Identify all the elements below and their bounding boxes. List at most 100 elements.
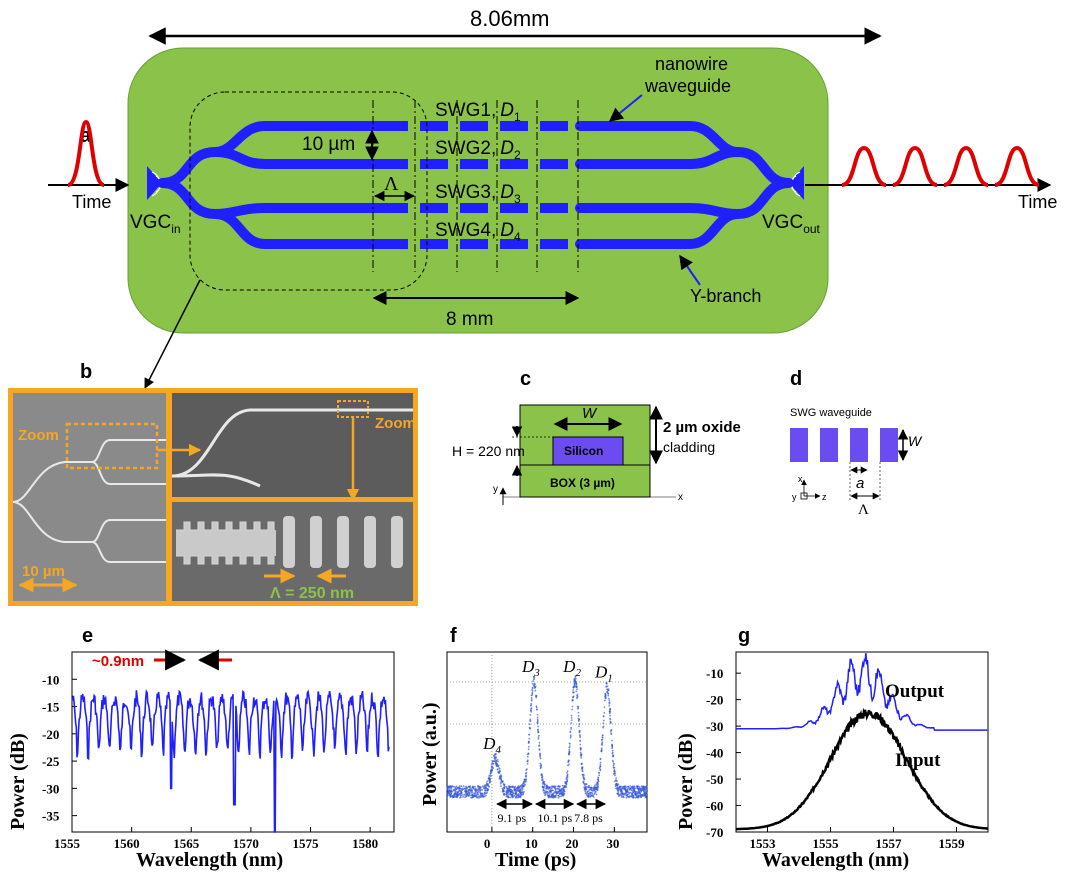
left-ybranch-tree bbox=[157, 121, 385, 249]
plot-e-ytick-label: -10 bbox=[42, 672, 59, 687]
plot-f-xtick-label: 0 bbox=[484, 836, 491, 851]
time-out-label: Time bbox=[1018, 192, 1057, 212]
axis-y-d-label: y bbox=[792, 492, 797, 502]
axis-y-d-marker bbox=[800, 492, 808, 500]
plot-e-ytick-label: -30 bbox=[42, 781, 59, 796]
period-symbol: Λ bbox=[384, 173, 399, 195]
height-label: H = 220 nm bbox=[452, 443, 525, 459]
swg1-label: SWG1, D1 bbox=[435, 100, 521, 124]
plot-g-frame bbox=[735, 651, 989, 833]
plot-e-ytick-label: -20 bbox=[42, 727, 59, 742]
plot-g-ticks: 1553 1555 1557 1559 -10 -20 -30 -40 -50 -60 -70 bbox=[706, 666, 965, 851]
plot-e-xtick-label: 1555 bbox=[54, 836, 81, 851]
w-label-d: W bbox=[908, 433, 923, 449]
silicon-label: Silicon bbox=[564, 444, 603, 458]
box-layer bbox=[519, 464, 651, 498]
plot-f-interval-label: 9.1 ps bbox=[498, 811, 527, 825]
plot-f-xtick-label: 30 bbox=[606, 836, 619, 851]
axis-y-c-label: y bbox=[493, 484, 498, 495]
plot-f-peak-label: D3 bbox=[521, 657, 540, 679]
swg-waveguide-title: SWG waveguide bbox=[790, 407, 872, 419]
plot-f-trace bbox=[446, 675, 648, 799]
top-dimension-label: 8.06mm bbox=[470, 6, 549, 31]
panel-f: f 0 10 20 30 D4 D3 D2 D1 9.1 ps 10.1 ps 7.8 ps T… bbox=[419, 625, 648, 871]
vgc-out-label: VGCout bbox=[762, 212, 821, 236]
zoom-connector-line bbox=[144, 279, 201, 389]
plot-e-trace bbox=[71, 688, 390, 833]
box-label: BOX (3 µm) bbox=[550, 476, 615, 490]
vgc-in-grating bbox=[147, 166, 162, 200]
plot-f-intervals: 9.1 ps 10.1 ps 7.8 ps bbox=[496, 798, 607, 825]
swg4-label: SWG4, D4 bbox=[435, 220, 521, 244]
plot-g-ytick-label: -70 bbox=[706, 825, 723, 840]
plot-g-xtick-label: 1555 bbox=[813, 836, 840, 851]
waveguide-network bbox=[157, 121, 794, 249]
plot-g-output-label: Output bbox=[885, 681, 945, 702]
panel-label-f: f bbox=[450, 625, 457, 647]
time-in-label: Time bbox=[72, 192, 111, 212]
swg-block-3 bbox=[850, 428, 868, 462]
axis-z-d-label: z bbox=[822, 492, 827, 502]
plot-f-grid bbox=[447, 652, 647, 832]
period-label-d: Λ bbox=[858, 502, 869, 518]
plot-g-ytick-label: -20 bbox=[706, 693, 723, 708]
right-ybranch-tree bbox=[575, 121, 794, 249]
plot-f-peak-label: D2 bbox=[562, 657, 581, 679]
plot-e-frame bbox=[71, 651, 395, 833]
a-label: a bbox=[856, 475, 864, 492]
plot-e-xtick-label: 1580 bbox=[352, 836, 378, 851]
section-dividers bbox=[372, 100, 579, 272]
cladding-label: cladding bbox=[663, 439, 715, 455]
plot-g-xtick-label: 1557 bbox=[876, 836, 903, 851]
plot-f-peak-label: D4 bbox=[482, 734, 501, 756]
plot-e-xtick-label: 1560 bbox=[114, 836, 140, 851]
plot-e-xtick-label: 1565 bbox=[173, 836, 200, 851]
plot-e-ytick-label: -35 bbox=[42, 809, 60, 824]
period-label: Λ = 250 nm bbox=[270, 585, 354, 602]
panel-e: e 1555 1560 1565 1570 1575 1580 -10 -15 -20 -25 -3… bbox=[7, 625, 395, 871]
plot-e-annotation: ~0.9nm bbox=[92, 653, 144, 670]
plot-f-xtick-label: 20 bbox=[566, 836, 579, 851]
panel-d: d SWG waveguide W a Λ x z y bbox=[790, 368, 923, 518]
sem-ybranch-closeup bbox=[171, 408, 413, 488]
spacing-label: 10 µm bbox=[302, 134, 355, 155]
panel-label-c: c bbox=[520, 368, 531, 390]
plot-f-ticks: 0 10 20 30 bbox=[484, 827, 619, 851]
swg-block-4 bbox=[880, 428, 898, 462]
ybranch-pointer bbox=[679, 254, 701, 286]
panel-label-b: b bbox=[80, 361, 92, 383]
width-label: W bbox=[582, 405, 598, 422]
vgc-in-label: VGCin bbox=[130, 212, 181, 236]
sem-left bbox=[13, 393, 166, 601]
plot-f-peak-labels: D4 D3 D2 D1 bbox=[482, 657, 613, 756]
plot-e-ticks: 1555 1560 1565 1570 1575 1580 -10 -15 -20 -25 -30 -… bbox=[42, 672, 378, 851]
plot-f-peak-label: D1 bbox=[594, 663, 613, 685]
plot-f-xtick-label: 10 bbox=[525, 836, 538, 851]
plot-g-xtick-label: 1553 bbox=[750, 836, 777, 851]
plot-g-xlabel: Wavelength (nm) bbox=[762, 849, 909, 871]
panel-label-e: e bbox=[82, 625, 93, 647]
plot-f-ylabel: Power (a.u.) bbox=[419, 703, 441, 807]
panel-label-d: d bbox=[790, 368, 802, 390]
plot-g-xtick-label: 1559 bbox=[939, 836, 966, 851]
silicon-core bbox=[552, 436, 624, 466]
zoom-label-2: Zoom bbox=[375, 415, 416, 432]
swg2-label: SWG2, D2 bbox=[435, 138, 521, 162]
panel-c: c Silicon BOX (3 µm) W H = 220 nm 2 µm o… bbox=[452, 368, 741, 505]
zoom-box-1 bbox=[65, 422, 159, 470]
panel-g: g 1553 1555 1557 1559-10-20-30-40-50-60-70 … bbox=[675, 625, 989, 871]
panel-b: b Zoom Zoom Λ = 250 nm 10 µm bbox=[8, 361, 418, 606]
plot-g-ytick-label: -10 bbox=[706, 666, 723, 681]
plot-g-output-trace bbox=[736, 653, 988, 731]
length-label: 8 mm bbox=[446, 309, 494, 330]
input-pulse bbox=[66, 119, 106, 187]
panel-a: 8.06mm a Time Time VGCin VGCout bbox=[48, 6, 1057, 389]
plot-f-interval-label: 10.1 ps bbox=[538, 811, 573, 825]
plot-f-frame bbox=[446, 651, 648, 833]
axis-x-c-label: x bbox=[678, 492, 683, 503]
zoom-label-1: Zoom bbox=[18, 427, 59, 444]
plot-e-xtick-label: 1570 bbox=[233, 836, 259, 851]
vgc-out-grating bbox=[789, 166, 804, 200]
swg-block-1 bbox=[790, 428, 808, 462]
